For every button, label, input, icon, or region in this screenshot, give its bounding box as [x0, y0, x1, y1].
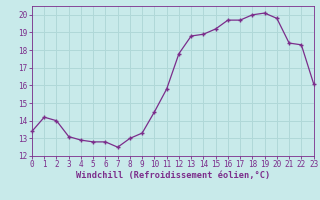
- X-axis label: Windchill (Refroidissement éolien,°C): Windchill (Refroidissement éolien,°C): [76, 171, 270, 180]
